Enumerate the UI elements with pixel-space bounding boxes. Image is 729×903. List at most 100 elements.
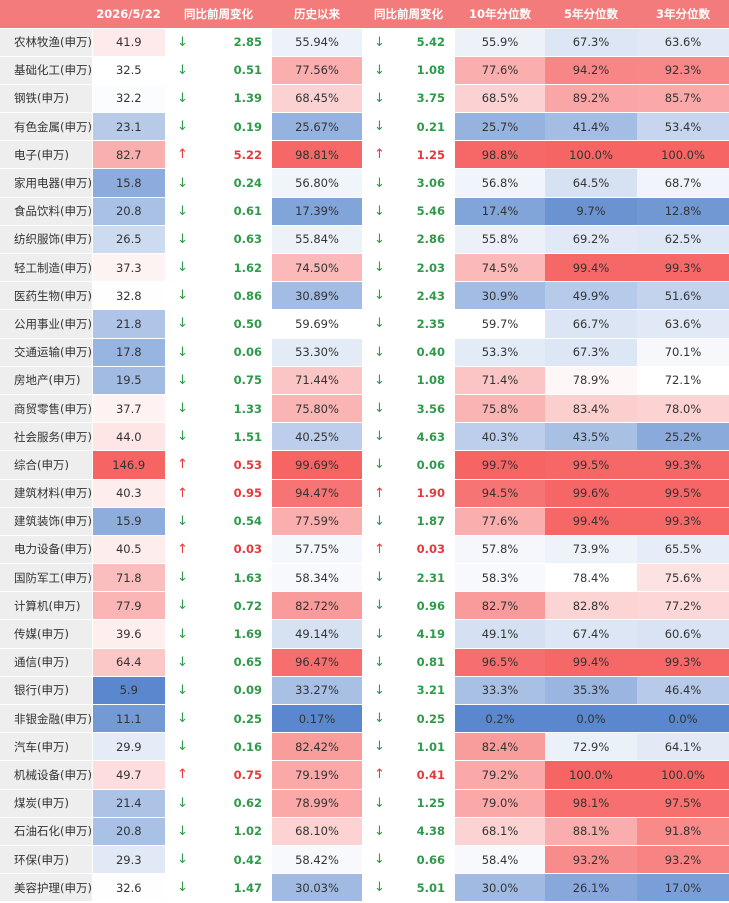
percentile-3y: 60.6% [637, 619, 729, 649]
pe-value: 17.8 [92, 338, 165, 367]
percentile-5y: 43.5% [545, 422, 637, 452]
change-arrow: ↓ [165, 817, 200, 846]
percentile-3y: 99.3% [637, 648, 729, 677]
pe-value: 21.8 [92, 309, 165, 339]
change-value: 0.24 [200, 168, 272, 198]
change-arrow: ↓ [362, 817, 397, 846]
percentile-3y: 99.5% [637, 479, 729, 508]
pe-value: 39.6 [92, 619, 165, 649]
percentile-10y: 58.4% [455, 845, 545, 875]
change-value: 1.25 [397, 789, 455, 818]
pe-value: 23.1 [92, 112, 165, 142]
change-arrow: ↓ [362, 732, 397, 762]
change-arrow: ↓ [362, 168, 397, 198]
percentile-3y: 100.0% [637, 760, 729, 790]
change-arrow: ↑ [165, 479, 200, 508]
change-arrow: ↓ [362, 789, 397, 818]
change-value: 0.62 [200, 789, 272, 818]
change-arrow: ↓ [362, 873, 397, 903]
table-row: 电子(申万) 82.7 ↑ 5.22 98.81% ↑ 1.25 98.8% 100.0% 100… [0, 140, 729, 170]
table-row: 美容护理(申万) 32.6 ↓ 1.47 30.03% ↓ 5.01 30.0% 26.1% 17… [0, 873, 729, 903]
pe-value: 21.4 [92, 789, 165, 818]
percentile-10y: 25.7% [455, 112, 545, 142]
pe-value: 40.5 [92, 535, 165, 565]
change-arrow: ↓ [362, 366, 397, 395]
table-row: 家用电器(申万) 15.8 ↓ 0.24 56.80% ↓ 3.06 56.8% 64.5% 68… [0, 168, 729, 198]
percentile-10y: 77.6% [455, 56, 545, 85]
percentile-10y: 57.8% [455, 535, 545, 565]
percentile-10y: 74.5% [455, 253, 545, 283]
change-arrow: ↓ [165, 168, 200, 198]
change-arrow: ↑ [362, 140, 397, 170]
change-arrow: ↓ [165, 197, 200, 226]
table-row: 计算机(申万) 77.9 ↓ 0.72 82.72% ↓ 0.96 82.7% 82.8% 77.… [0, 591, 729, 621]
industry-name: 基础化工(申万) [0, 56, 93, 85]
pe-value: 20.8 [92, 197, 165, 226]
table-row: 机械设备(申万) 49.7 ↑ 0.75 79.19% ↑ 0.41 79.2% 100.0% 1… [0, 760, 729, 790]
percentile-5y: 99.4% [545, 253, 637, 283]
percentile-10y: 68.1% [455, 817, 545, 846]
change-value: 1.02 [200, 817, 272, 846]
percentile-10y: 53.3% [455, 338, 545, 367]
change-value: 0.06 [200, 338, 272, 367]
hist-percentile: 68.10% [272, 817, 362, 846]
change-arrow: ↓ [362, 507, 397, 536]
change-arrow: ↓ [362, 394, 397, 424]
industry-name: 传媒(申万) [0, 619, 93, 649]
change-arrow: ↓ [165, 789, 200, 818]
percentile-5y: 67.4% [545, 619, 637, 649]
percentile-3y: 99.3% [637, 450, 729, 480]
percentile-3y: 70.1% [637, 338, 729, 367]
change-arrow: ↓ [165, 84, 200, 114]
percentile-10y: 96.5% [455, 648, 545, 677]
percentile-10y: 55.8% [455, 225, 545, 255]
change-value: 0.63 [200, 225, 272, 255]
percentile-5y: 82.8% [545, 591, 637, 621]
industry-name: 建筑材料(申万) [0, 479, 93, 508]
industry-name: 环保(申万) [0, 845, 93, 875]
change-arrow: ↓ [165, 845, 200, 875]
pe-value: 40.3 [92, 479, 165, 508]
hist-percentile: 30.89% [272, 281, 362, 311]
percentile-5y: 72.9% [545, 732, 637, 762]
industry-name: 社会服务(申万) [0, 422, 93, 452]
hist-percentile: 17.39% [272, 197, 362, 226]
percentile-10y: 94.5% [455, 479, 545, 508]
percentile-5y: 94.2% [545, 56, 637, 85]
industry-name: 公用事业(申万) [0, 309, 93, 339]
percentile-5y: 73.9% [545, 535, 637, 565]
percentile-5y: 64.5% [545, 168, 637, 198]
table-row: 房地产(申万) 19.5 ↓ 0.75 71.44% ↓ 1.08 71.4% 78.9% 72.… [0, 366, 729, 395]
percentile-3y: 63.6% [637, 309, 729, 339]
percentile-5y: 69.2% [545, 225, 637, 255]
change-value: 0.03 [200, 535, 272, 565]
percentile-3y: 17.0% [637, 873, 729, 903]
percentile-5y: 67.3% [545, 338, 637, 367]
change-value: 5.22 [200, 140, 272, 170]
change-value: 0.42 [200, 845, 272, 875]
percentile-5y: 41.4% [545, 112, 637, 142]
change-value: 0.16 [200, 732, 272, 762]
table-row: 电力设备(申万) 40.5 ↑ 0.03 57.75% ↑ 0.03 57.8% 73.9% 65… [0, 535, 729, 565]
pe-value: 82.7 [92, 140, 165, 170]
table-row: 综合(申万) 146.9 ↑ 0.53 99.69% ↓ 0.06 99.7% 99.5% 99.… [0, 450, 729, 480]
change-value: 1.39 [200, 84, 272, 114]
percentile-10y: 82.4% [455, 732, 545, 762]
pe-value: 37.7 [92, 394, 165, 424]
change-arrow: ↓ [362, 619, 397, 649]
industry-name: 石油石化(申万) [0, 817, 93, 846]
percentile-5y: 99.5% [545, 450, 637, 480]
pe-value: 49.7 [92, 760, 165, 790]
change-arrow: ↑ [362, 760, 397, 790]
percentile-3y: 99.3% [637, 507, 729, 536]
table-row: 食品饮料(申万) 20.8 ↓ 0.61 17.39% ↓ 5.46 17.4% 9.7% 12.… [0, 197, 729, 226]
table-row: 商贸零售(申万) 37.7 ↓ 1.33 75.80% ↓ 3.56 75.8% 83.4% 78… [0, 394, 729, 424]
table-row: 社会服务(申万) 44.0 ↓ 1.51 40.25% ↓ 4.63 40.3% 43.5% 25… [0, 422, 729, 452]
change-value: 2.85 [200, 28, 272, 57]
industry-name: 电力设备(申万) [0, 535, 93, 565]
percentile-5y: 89.2% [545, 84, 637, 114]
pe-value: 44.0 [92, 422, 165, 452]
percentile-5y: 35.3% [545, 676, 637, 706]
pe-value: 26.5 [92, 225, 165, 255]
change-value: 2.35 [397, 309, 455, 339]
